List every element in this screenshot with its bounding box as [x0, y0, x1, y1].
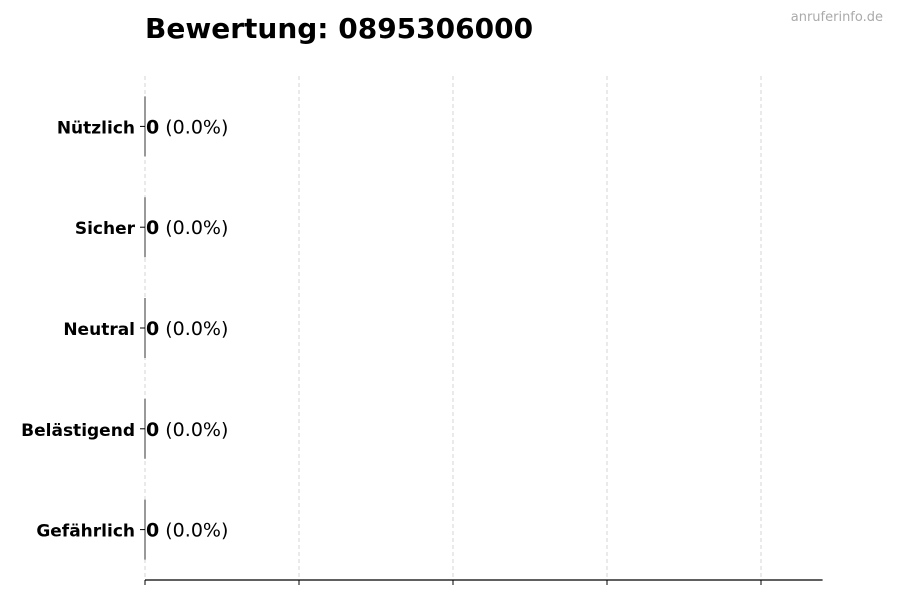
data-label-count: 0: [146, 217, 159, 239]
data-label: 0 (0.0%): [146, 116, 228, 138]
y-tick-label: Nützlich: [57, 118, 135, 138]
data-label-percent: (0.0%): [159, 419, 228, 441]
data-label-count: 0: [146, 116, 159, 138]
data-label-count: 0: [146, 419, 159, 441]
data-label-percent: (0.0%): [159, 520, 228, 542]
data-label: 0 (0.0%): [146, 318, 228, 340]
data-label-percent: (0.0%): [159, 318, 228, 340]
data-label: 0 (0.0%): [146, 217, 228, 239]
data-label: 0 (0.0%): [146, 419, 228, 441]
data-label: 0 (0.0%): [146, 520, 228, 542]
y-tick-label: Sicher: [75, 219, 136, 239]
data-label-percent: (0.0%): [159, 116, 228, 138]
watermark: anruferinfo.de: [790, 10, 883, 25]
y-tick-label: Neutral: [63, 320, 135, 340]
y-tick-label: Belästigend: [21, 421, 135, 441]
y-tick-label: Gefährlich: [36, 522, 135, 542]
chart-title: Bewertung: 0895306000: [145, 12, 534, 45]
data-label-count: 0: [146, 318, 159, 340]
data-label-count: 0: [146, 520, 159, 542]
data-label-percent: (0.0%): [159, 217, 228, 239]
